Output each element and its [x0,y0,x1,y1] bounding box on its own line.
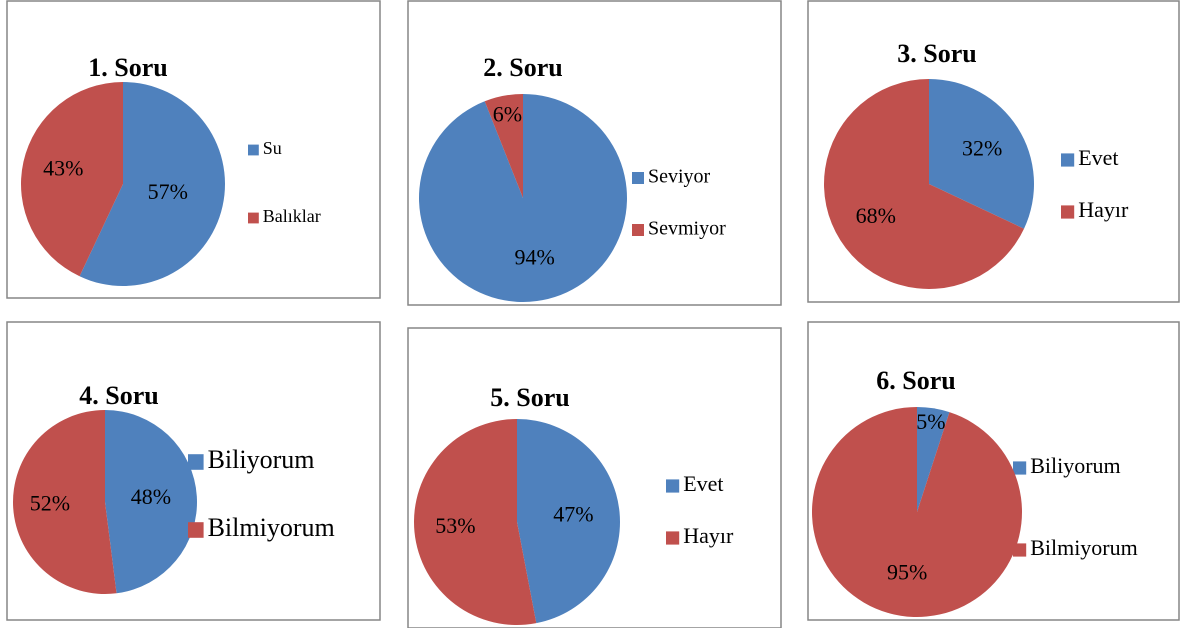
pie-slice [917,407,950,512]
legend-swatch [632,224,644,236]
legend-label: Biliyorum [1030,453,1120,478]
legend-swatch [1061,153,1075,167]
legend-label: Hayır [683,523,734,548]
pie-chart: 5. Soru 47% Evet 53% Hayır [407,327,782,628]
chart-title: 6. Soru [876,366,955,395]
legend-swatch [1013,543,1027,557]
legend-swatch [188,522,204,538]
legend-label: Su [263,138,282,158]
pie-slice [824,79,1025,290]
chart-title: 5. Soru [490,383,569,412]
legend-label: Sevmiyor [648,218,726,240]
pie-slice [517,419,621,624]
chart-title: 2. Soru [483,53,562,82]
chart-title: 4. Soru [79,381,158,410]
legend-swatch [666,479,680,493]
chart-title: 1. Soru [88,53,167,82]
data-label: 95% [887,559,927,584]
legend-swatch [1061,205,1075,219]
pie-slice [20,82,123,277]
data-label: 6% [493,101,522,126]
legend-label: Bilmiyorum [1030,535,1138,560]
data-label: 47% [553,502,593,527]
pie-slice [929,79,1034,229]
legend-swatch [666,531,680,545]
pie-chart: 3. Soru 32% Evet 68% Hayır [807,0,1180,303]
pie-slice [419,94,628,303]
data-label: 94% [515,244,555,269]
legend-label: Bilmiyorum [208,513,335,542]
data-label: 53% [435,513,475,538]
data-label: 43% [43,156,83,181]
legend-label: Seviyor [648,166,711,188]
data-label: 52% [30,491,70,516]
data-label: 32% [962,135,1002,160]
data-label: 48% [131,484,171,509]
pie-slice [12,410,117,594]
legend-swatch [188,454,204,470]
pie-slice [79,82,225,286]
legend-swatch [248,144,259,156]
legend-swatch [248,212,259,224]
legend-label: Hayır [1078,197,1129,222]
pie-slice [812,407,1022,617]
pie-chart: 4. Soru 48% Biliyorum 52% Bilmiyorum [6,321,381,621]
data-label: 68% [856,203,896,228]
legend-swatch [1013,461,1027,475]
pie-slice [105,410,197,594]
chart-title: 3. Soru [897,39,976,68]
legend-label: Evet [1078,145,1118,170]
pie-slice [484,94,523,198]
legend-label: Evet [683,471,723,496]
legend-label: Balıklar [263,206,321,226]
pie-chart: 2. Soru 94% Seviyor 6% Sevmiyor [407,0,782,306]
legend-label: Biliyorum [208,445,315,474]
pie-chart: 6. Soru 5% Biliyorum 95% Bilmiyorum [807,321,1180,621]
data-label: 57% [148,179,188,204]
legend-swatch [632,172,644,184]
pie-chart: 1. Soru 57% Su 43% Balıklar [6,0,381,299]
pie-slice [414,419,537,625]
data-label: 5% [916,409,945,434]
